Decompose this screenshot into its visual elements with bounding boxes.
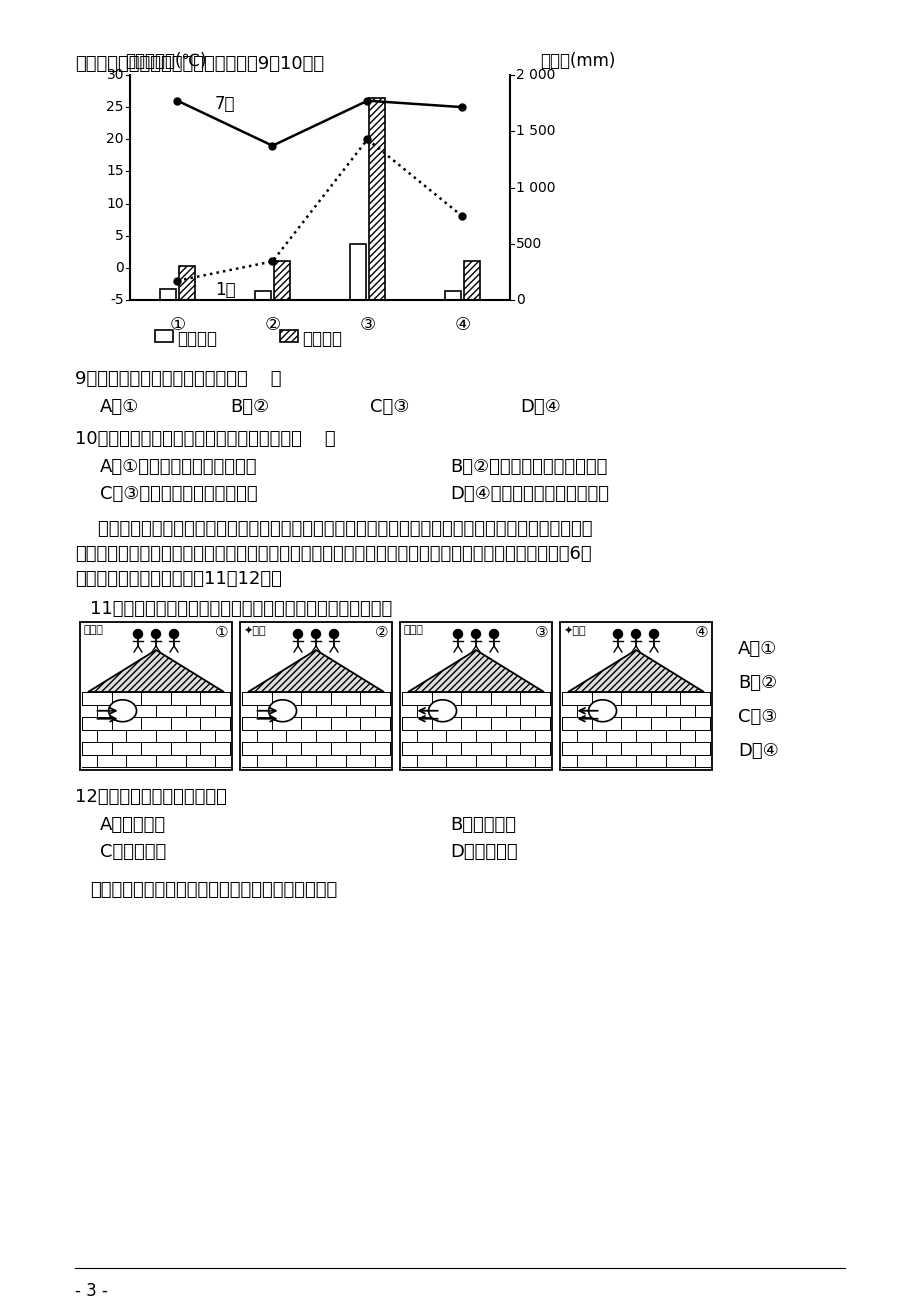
Text: 全年降水: 全年降水 bbox=[301, 329, 342, 348]
Text: 500: 500 bbox=[516, 237, 541, 251]
Polygon shape bbox=[407, 650, 543, 691]
Text: ④: ④ bbox=[694, 625, 708, 641]
Text: 5: 5 bbox=[115, 229, 124, 242]
Bar bbox=[274, 260, 289, 299]
Text: 7月: 7月 bbox=[214, 95, 235, 113]
Bar bbox=[160, 289, 176, 299]
Text: B．②发适宜发展商品谷物农业: B．②发适宜发展商品谷物农业 bbox=[449, 458, 607, 477]
Circle shape bbox=[613, 629, 622, 638]
Text: C．③地的气候在欧洲广泛分布: C．③地的气候在欧洲广泛分布 bbox=[100, 486, 257, 503]
Text: ①: ① bbox=[169, 316, 186, 335]
Polygon shape bbox=[428, 699, 456, 721]
Bar bbox=[350, 243, 365, 299]
Text: D．④: D．④ bbox=[519, 398, 561, 417]
Circle shape bbox=[169, 629, 178, 638]
Text: A．①: A．① bbox=[100, 398, 139, 417]
Text: ④: ④ bbox=[454, 316, 470, 335]
Text: ①: ① bbox=[214, 625, 228, 641]
Bar bbox=[464, 260, 479, 299]
Text: - 3 -: - 3 - bbox=[75, 1282, 108, 1299]
Circle shape bbox=[453, 629, 462, 638]
Text: 10．关于四地气候与农业的叙述，正确的是（    ）: 10．关于四地气候与农业的叙述，正确的是（ ） bbox=[75, 430, 335, 448]
Text: 12．该溶洞形成的外力作用是: 12．该溶洞形成的外力作用是 bbox=[75, 788, 227, 806]
Text: C．③: C．③ bbox=[369, 398, 409, 417]
Text: -5: -5 bbox=[110, 293, 124, 307]
Text: A．①: A．① bbox=[737, 641, 777, 658]
Polygon shape bbox=[248, 650, 383, 691]
Bar bbox=[445, 292, 460, 299]
Bar bbox=[255, 292, 270, 299]
Text: A．风力侵蚀: A．风力侵蚀 bbox=[100, 816, 166, 835]
Circle shape bbox=[312, 629, 320, 638]
Text: 0: 0 bbox=[516, 293, 524, 307]
Text: （夜间: （夜间 bbox=[403, 625, 424, 635]
Text: ②: ② bbox=[374, 625, 388, 641]
Text: 1月: 1月 bbox=[214, 281, 235, 299]
Text: ③: ③ bbox=[534, 625, 548, 641]
Text: 七月降水: 七月降水 bbox=[176, 329, 217, 348]
Text: 降水量(mm): 降水量(mm) bbox=[539, 52, 615, 70]
Bar bbox=[369, 98, 384, 299]
Text: 10: 10 bbox=[107, 197, 124, 211]
Polygon shape bbox=[108, 699, 136, 721]
Text: 月平均气温(℃): 月平均气温(℃) bbox=[125, 52, 206, 70]
Text: 30: 30 bbox=[107, 68, 124, 82]
Text: D．流水堆积: D．流水堆积 bbox=[449, 842, 517, 861]
Bar bbox=[179, 266, 195, 299]
Text: ③: ③ bbox=[359, 316, 375, 335]
Text: 20: 20 bbox=[107, 133, 124, 146]
Circle shape bbox=[293, 629, 302, 638]
Circle shape bbox=[471, 629, 480, 638]
Text: B．②: B．② bbox=[230, 398, 269, 417]
Polygon shape bbox=[588, 699, 616, 721]
Text: 下图为四个地区气候资料图，据图完成9～10题。: 下图为四个地区气候资料图，据图完成9～10题。 bbox=[75, 55, 323, 73]
Circle shape bbox=[489, 629, 498, 638]
Bar bbox=[240, 622, 391, 769]
Bar bbox=[279, 329, 298, 342]
Text: D．④地农业生产复种指数最高: D．④地农业生产复种指数最高 bbox=[449, 486, 608, 503]
Circle shape bbox=[649, 629, 658, 638]
Text: C．海浪侵蚀: C．海浪侵蚀 bbox=[100, 842, 166, 861]
Text: 1 000: 1 000 bbox=[516, 181, 555, 194]
Polygon shape bbox=[88, 650, 223, 691]
Text: ✦白天: ✦白天 bbox=[563, 625, 586, 635]
Text: B．流水侵蚀: B．流水侵蚀 bbox=[449, 816, 516, 835]
Circle shape bbox=[133, 629, 142, 638]
Text: 11．下列四幅图中，可正确反映洞穴与外界进行气体交换的是: 11．下列四幅图中，可正确反映洞穴与外界进行气体交换的是 bbox=[90, 600, 391, 618]
Text: 2 000: 2 000 bbox=[516, 68, 555, 82]
Text: A．①地农业生产易受春旱威胁: A．①地农业生产易受春旱威胁 bbox=[100, 458, 257, 477]
Bar bbox=[154, 329, 173, 342]
Text: 外大气温度时，空气交换以洞外流入洞内（即吸气）为主；反之，则以洞内流出洞外（即呼气）为主。图6为: 外大气温度时，空气交换以洞外流入洞内（即吸气）为主；反之，则以洞内流出洞外（即呼… bbox=[75, 546, 591, 562]
Text: D．④: D．④ bbox=[737, 742, 777, 760]
Circle shape bbox=[152, 629, 160, 638]
Text: 1 500: 1 500 bbox=[516, 124, 555, 138]
Text: 15: 15 bbox=[107, 164, 124, 178]
Text: 下图是某四国人口构成示意图，读图完成下列各题。: 下图是某四国人口构成示意图，读图完成下列各题。 bbox=[90, 881, 337, 898]
Circle shape bbox=[630, 629, 640, 638]
Text: C．③: C．③ bbox=[737, 708, 777, 727]
Text: ②: ② bbox=[264, 316, 280, 335]
Circle shape bbox=[329, 629, 338, 638]
Text: 25: 25 bbox=[107, 100, 124, 115]
Text: 洞穴呼吸，指通过洞口及围岩裂隙等通道，洞穴与外部环境进行气体交换的过程。当洞内空气温度低于洞: 洞穴呼吸，指通过洞口及围岩裂隙等通道，洞穴与外部环境进行气体交换的过程。当洞内空… bbox=[75, 519, 592, 538]
Polygon shape bbox=[567, 650, 703, 691]
Text: 0: 0 bbox=[115, 260, 124, 275]
Bar bbox=[400, 622, 551, 769]
Text: 9．四地中乳畜业最发达的地区是（    ）: 9．四地中乳畜业最发达的地区是（ ） bbox=[75, 370, 281, 388]
Polygon shape bbox=[268, 699, 296, 721]
Bar bbox=[80, 622, 232, 769]
Text: ✦白天: ✦白天 bbox=[244, 625, 267, 635]
Text: （夜间: （夜间 bbox=[84, 625, 104, 635]
Text: 某地溶洞示意图，读图完成11～12题。: 某地溶洞示意图，读图完成11～12题。 bbox=[75, 570, 281, 589]
Bar bbox=[560, 622, 711, 769]
Text: B．②: B．② bbox=[737, 674, 777, 691]
